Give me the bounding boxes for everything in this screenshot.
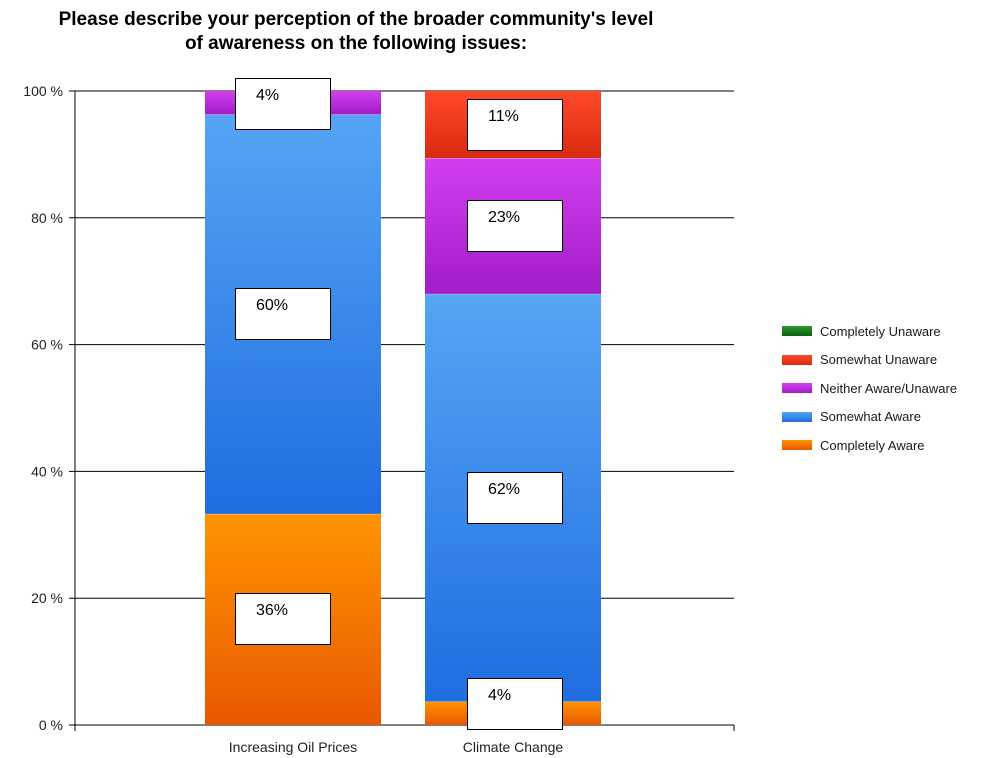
data-label: 11% [467, 98, 563, 151]
legend-swatch [782, 354, 812, 365]
y-tick-label: 0 % [39, 717, 63, 733]
legend-item: Completely Aware [782, 431, 957, 460]
data-label: 60% [235, 288, 331, 341]
legend-item: Somewhat Aware [782, 403, 957, 432]
legend-label: Somewhat Aware [820, 409, 921, 425]
legend-label: Completely Unaware [820, 323, 941, 339]
y-tick-label: 80 % [31, 210, 63, 226]
data-label: 4% [235, 78, 331, 130]
axes [74, 91, 735, 731]
gridlines [69, 90, 734, 726]
data-label: 23% [467, 200, 563, 253]
legend-label: Completely Aware [820, 437, 925, 453]
chart-title-line-1: Please describe your perception of the b… [58, 9, 654, 30]
legend-label: Neither Aware/Unaware [820, 380, 958, 396]
y-tick-labels: 0 % 20 % 40 % 60 % 80 % 100 % [23, 83, 63, 733]
legend: Completely Unaware Somewhat Unaware Neithe… [782, 317, 957, 460]
chart-title-line-2: of awareness on the following issues: [184, 33, 528, 54]
legend-swatch [782, 411, 812, 422]
legend-swatch [782, 440, 812, 451]
legend-item: Neither Aware/Unaware [782, 374, 957, 403]
legend-item: Completely Unaware [782, 317, 957, 346]
legend-swatch [782, 326, 812, 337]
legend-swatch [782, 383, 812, 394]
chart-title: Please describe your perception of the b… [0, 8, 712, 56]
y-tick-label: 60 % [31, 337, 63, 353]
data-label: 4% [467, 678, 563, 730]
x-tick-label: Climate Change [463, 739, 564, 755]
x-tick-label: Increasing Oil Prices [229, 739, 357, 755]
y-tick-label: 20 % [31, 590, 63, 606]
x-tick-labels: Increasing Oil Prices Climate Change [229, 739, 564, 755]
y-tick-label: 40 % [31, 463, 63, 479]
y-tick-label: 100 % [23, 83, 63, 99]
legend-label: Somewhat Unaware [820, 352, 938, 368]
legend-item: Somewhat Unaware [782, 346, 957, 375]
data-label: 62% [467, 471, 563, 524]
data-label: 36% [235, 593, 331, 646]
